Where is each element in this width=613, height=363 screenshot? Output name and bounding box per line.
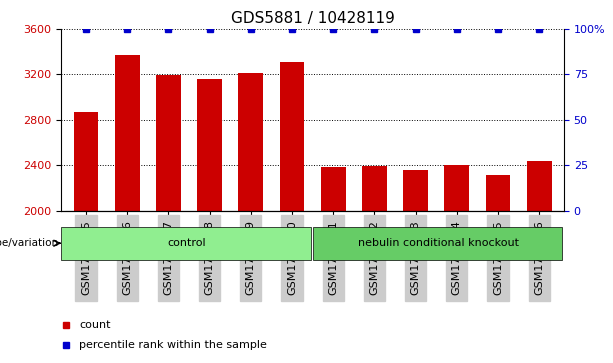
- Bar: [444, 164, 469, 211]
- FancyBboxPatch shape: [313, 227, 562, 260]
- Bar: [527, 160, 552, 211]
- Bar: [362, 166, 387, 211]
- Text: count: count: [79, 320, 110, 330]
- Bar: [115, 55, 140, 211]
- Bar: [238, 73, 263, 211]
- Bar: [280, 62, 305, 211]
- Text: nebulin conditional knockout: nebulin conditional knockout: [358, 238, 519, 248]
- Text: percentile rank within the sample: percentile rank within the sample: [79, 340, 267, 350]
- Text: genotype/variation: genotype/variation: [0, 238, 58, 248]
- Bar: [74, 112, 98, 211]
- Text: control: control: [167, 238, 207, 248]
- Bar: [156, 75, 181, 211]
- Bar: [197, 79, 222, 211]
- Bar: [485, 175, 511, 211]
- Bar: [321, 167, 346, 211]
- Bar: [403, 170, 428, 211]
- Title: GDS5881 / 10428119: GDS5881 / 10428119: [230, 12, 395, 26]
- FancyBboxPatch shape: [61, 227, 311, 260]
